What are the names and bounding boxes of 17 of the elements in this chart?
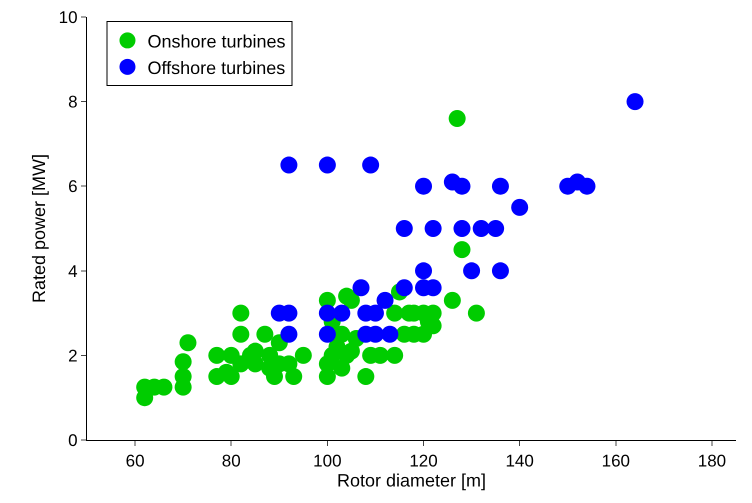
y-tick-label: 8 [68,92,78,112]
y-tick-label: 0 [68,430,78,450]
x-tick-label: 180 [698,451,726,470]
x-tick-label: 80 [222,451,241,470]
legend-label: Onshore turbines [147,31,286,52]
x-tick-label: 60 [126,451,145,470]
x-tick-label: 140 [505,451,534,470]
x-tick-label: 100 [313,451,342,470]
y-tick-label: 6 [68,177,78,196]
x-axis-title: Rotor diameter [m] [336,470,486,490]
y-tick-label: 4 [68,262,78,281]
y-tick-label: 10 [58,8,78,27]
x-tick-label: 160 [602,451,630,470]
legend-label: Offshore turbines [147,58,286,78]
x-tick-label: 120 [409,451,438,470]
y-tick-label: 2 [68,346,78,366]
y-axis-title: Rated power [MW] [28,154,49,304]
